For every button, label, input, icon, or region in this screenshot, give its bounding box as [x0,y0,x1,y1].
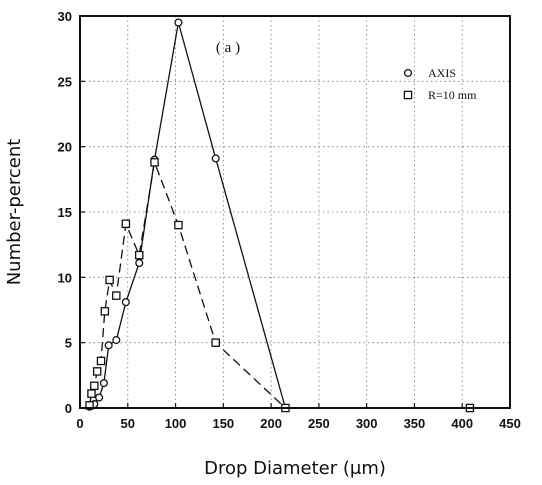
data-point-circle [112,336,121,345]
data-point-square [150,158,159,167]
data-point-square [90,381,99,391]
series-line-axis [89,22,287,409]
x-tick-label: 250 [308,416,330,431]
data-point-square [100,307,110,316]
data-point-circle [99,379,108,388]
y-tick-label: 20 [58,140,72,155]
data-point-square [403,90,413,100]
x-tick-label: 50 [121,416,135,431]
x-tick-label: 100 [165,416,187,431]
x-tick-label: 0 [76,416,83,431]
legend-item-r10: R=10 mm [403,88,477,102]
series-line-r10 [88,159,470,409]
series-r10 [85,158,475,413]
data-point-square [121,219,131,229]
data-point-square [112,291,121,300]
y-tick-label: 5 [65,336,72,351]
y-tick-label: 10 [58,270,72,285]
data-point-square [96,356,106,366]
y-tick-label: 15 [58,205,72,220]
x-tick-label: 200 [260,416,282,431]
data-point-circle [95,393,104,402]
data-point-circle [104,341,113,350]
data-point-square [105,275,114,285]
data-point-square [87,389,96,398]
x-tick-label: 400 [451,416,473,431]
data-point-square [134,250,144,260]
series-group [85,18,475,413]
x-tick-label: 450 [499,416,521,431]
panel-label: ( a ) [216,40,240,56]
legend: AXIS R=10 mm [403,66,477,102]
legend-label-axis: AXIS [428,66,456,80]
x-tick-label: 300 [356,416,378,431]
data-point-circle [174,18,183,27]
plot-frame [79,15,511,409]
data-point-square [92,367,102,376]
data-point-square [211,338,220,347]
x-axis-title: Drop Diameter (μm) [204,458,386,479]
x-tick-label: 350 [404,416,426,431]
legend-label-r10: R=10 mm [428,88,477,102]
data-point-square [174,220,183,230]
data-point-circle [121,298,130,307]
y-tick-label: 30 [58,9,72,24]
y-tick-label: 25 [58,74,72,89]
legend-item-axis: AXIS [403,66,456,80]
y-axis-title: Number-percent [4,139,25,286]
data-point-circle [211,154,220,163]
x-tick-label: 150 [212,416,234,431]
data-point-circle [403,68,413,78]
y-tick-labels: 0 5 10 15 20 25 30 [58,9,72,416]
x-tick-labels: 0 50 100 150 200 250 300 350 400 450 [76,416,520,431]
series-axis [85,18,290,413]
y-tick-label: 0 [65,401,72,416]
data-point-circle [135,258,144,268]
